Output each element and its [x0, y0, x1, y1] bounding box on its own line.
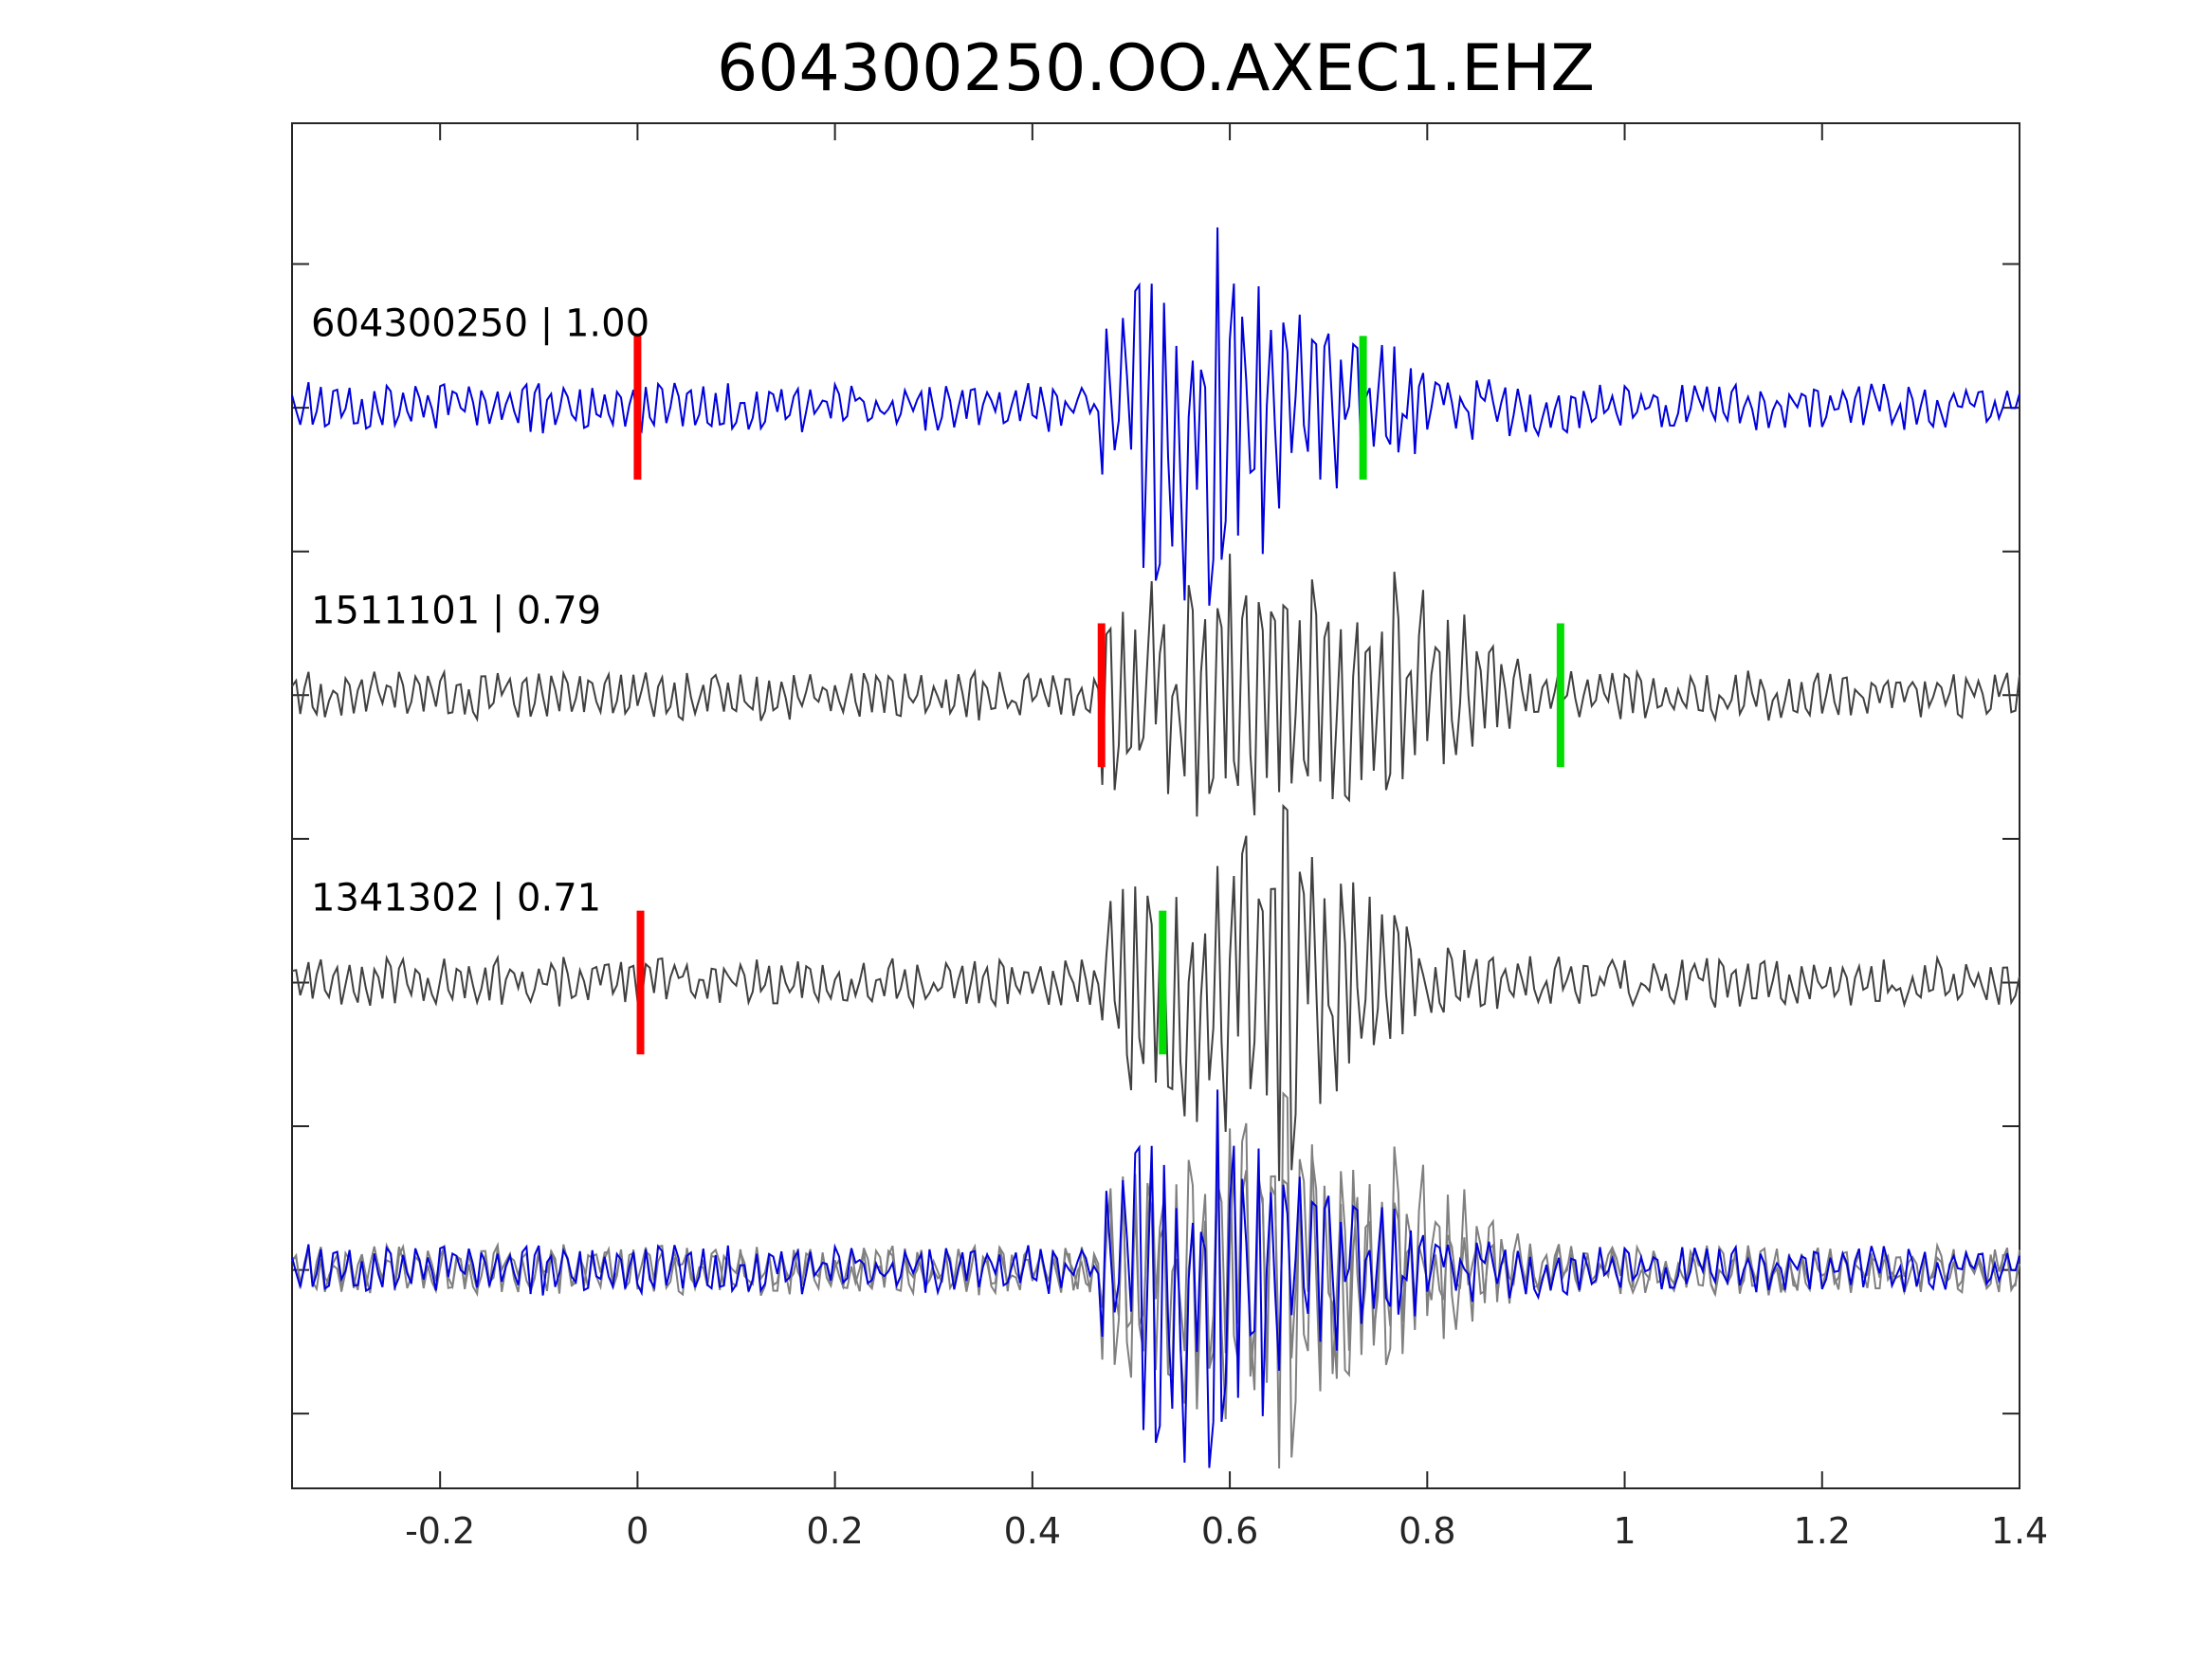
- x-tick-label: 0.4: [1004, 1510, 1061, 1552]
- traces: [291, 227, 2020, 1469]
- overlay-primary-line: [291, 1089, 2020, 1468]
- trace-label: 1511101 | 0.79: [311, 589, 601, 632]
- trace-line: [291, 554, 2020, 817]
- trace-label: 1341302 | 0.71: [311, 877, 601, 921]
- overlay-trace-line: [291, 1128, 2020, 1392]
- x-tick-label: 1: [1613, 1510, 1636, 1552]
- trace-label: 604300250 | 1.00: [311, 301, 649, 345]
- trace-line: [291, 227, 2020, 606]
- x-tick-label: 0.2: [806, 1510, 863, 1552]
- x-tick-label: 1.2: [1794, 1510, 1851, 1552]
- x-tick-label: 0.8: [1398, 1510, 1455, 1552]
- trace-line: [291, 803, 2020, 1181]
- trace-labels: 604300250 | 1.00 1511101 | 0.79 1341302 | …: [311, 301, 649, 920]
- phase-picks: [633, 336, 1564, 1055]
- x-tick-label: -0.2: [405, 1510, 475, 1552]
- chart-title: 604300250.OO.AXEC1.EHZ: [717, 31, 1595, 106]
- x-tick-label: 0: [626, 1510, 649, 1552]
- x-tick-label: 0.6: [1201, 1510, 1258, 1552]
- x-tick-label: 1.4: [1991, 1510, 2048, 1552]
- axis-ticks: -0.2 0 0.2 0.4 0.6 0.8 1 1.2 1.4: [292, 123, 2048, 1552]
